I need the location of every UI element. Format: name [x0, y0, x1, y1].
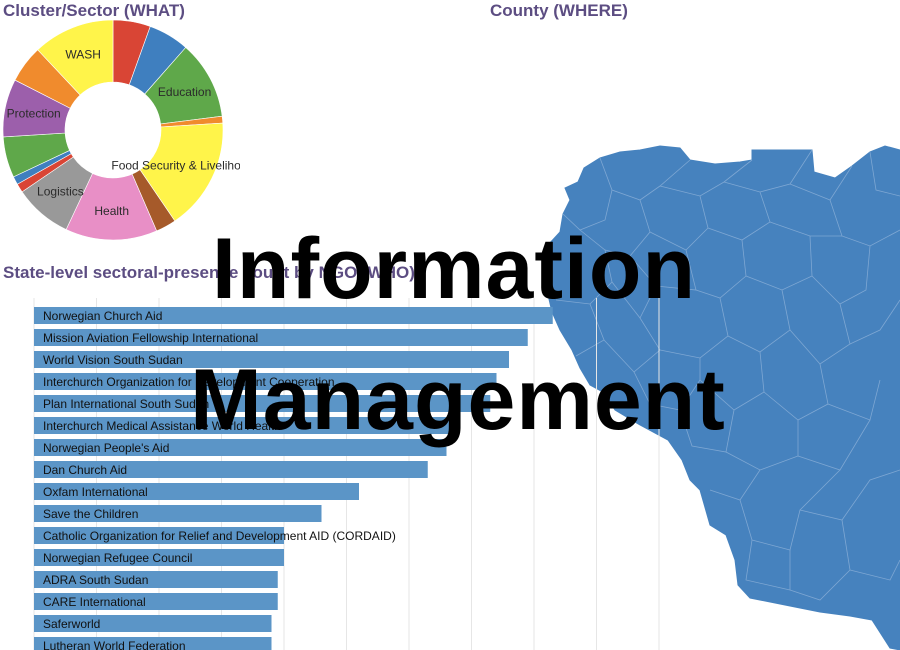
donut-slice-label: Food Security & Livelihoods — [111, 159, 240, 173]
ngo-bar[interactable] — [34, 505, 322, 522]
ngo-bar[interactable] — [34, 549, 284, 566]
ngo-bar-label: Norwegian Refugee Council — [43, 551, 192, 565]
ngo-bar-label: Saferworld — [43, 617, 100, 631]
overlay-title-line-1: Information — [212, 221, 696, 317]
ngo-bar-label: Catholic Organization for Relief and Dev… — [43, 529, 396, 543]
ngo-bar-label: Save the Children — [43, 507, 138, 521]
donut-slice-label: Health — [94, 204, 129, 218]
ngo-bar[interactable] — [34, 461, 428, 478]
ngo-bar-label: CARE International — [43, 595, 146, 609]
ngo-bar[interactable] — [34, 637, 272, 650]
ngo-bar[interactable] — [34, 307, 553, 324]
cluster-donut-chart[interactable]: Education Food Security & Livelihoods Heal… — [0, 20, 240, 260]
ngo-bar-label: Dan Church Aid — [43, 463, 127, 477]
donut-slice-label: Logistics — [37, 185, 84, 199]
ngo-bar[interactable] — [34, 417, 459, 434]
ngo-bar[interactable] — [34, 395, 491, 412]
who-section-title: State-level sectoral-presence count by N… — [3, 263, 415, 282]
ngo-bar-label: Plan International South Sudan — [43, 397, 209, 411]
ngo-bar[interactable] — [34, 329, 528, 346]
ngo-bar-label: ADRA South Sudan — [43, 573, 148, 587]
donut-slice[interactable] — [37, 20, 114, 96]
ngo-bar[interactable] — [34, 373, 497, 390]
ngo-bar[interactable] — [34, 483, 359, 500]
ngo-bar-label: Interchurch Medical Assistance World Hea… — [43, 419, 281, 433]
ngo-bar-label: World Vision South Sudan — [43, 353, 183, 367]
ngo-bar-label: Oxfam International — [43, 485, 148, 499]
ngo-bar[interactable] — [34, 593, 278, 610]
donut-slice-label: Protection — [7, 107, 61, 121]
donut-slice-label: WASH — [65, 48, 101, 62]
overlay-title-line-2: Management — [190, 352, 726, 448]
ngo-bar[interactable] — [34, 351, 509, 368]
ngo-bar[interactable] — [34, 615, 272, 632]
what-section-title: Cluster/Sector (WHAT) — [3, 1, 185, 20]
donut-slice-label: Education — [158, 85, 211, 99]
ngo-bar-label: Lutheran World Federation — [43, 639, 186, 650]
ngo-bar-label: Mission Aviation Fellowship Internationa… — [43, 331, 258, 345]
ngo-bar-label: Norwegian People's Aid — [43, 441, 169, 455]
where-section-title: County (WHERE) — [490, 1, 628, 20]
ngo-bar-label: Norwegian Church Aid — [43, 309, 162, 323]
ngo-bar-label: Interchurch Organization for Development… — [43, 375, 335, 389]
donut-slice[interactable] — [139, 122, 224, 222]
ngo-bar[interactable] — [34, 439, 447, 456]
ngo-bar[interactable] — [34, 527, 284, 544]
county-borders — [555, 149, 900, 601]
ngo-bar[interactable] — [34, 571, 278, 588]
